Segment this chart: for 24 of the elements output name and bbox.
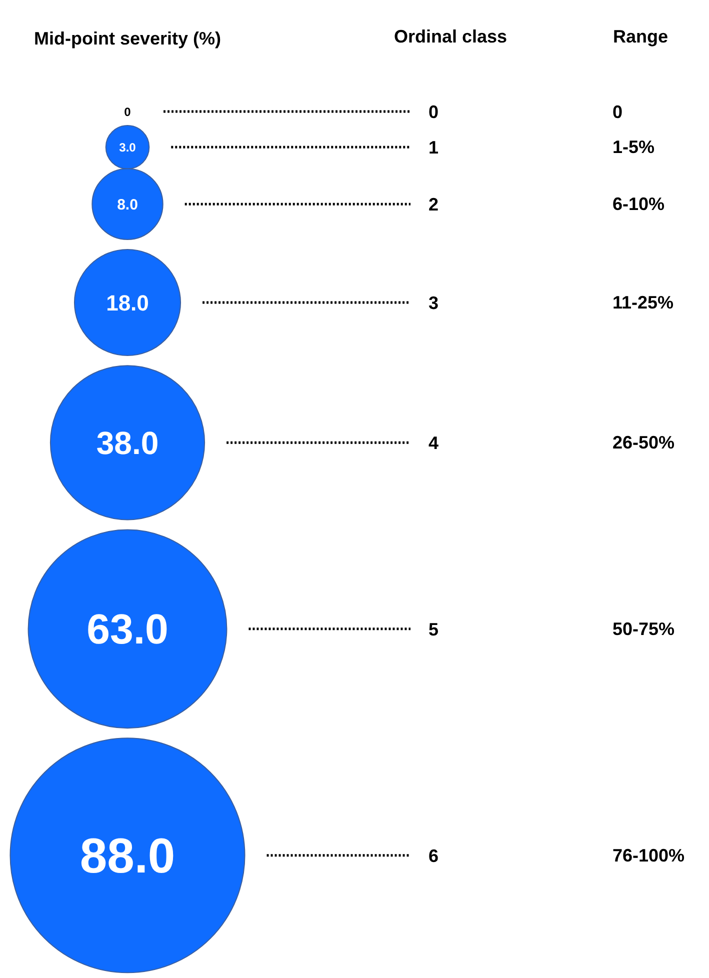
text: 26-50% — [612, 432, 675, 453]
category-label: 4 — [428, 433, 439, 454]
data-label: 3.0 — [119, 140, 136, 155]
data-label: 18.0 — [106, 290, 149, 316]
category-label: 0 — [612, 102, 623, 122]
text: Range — [612, 26, 668, 46]
text: Mid-point severity (%) — [34, 28, 222, 48]
text: 76-100% — [612, 845, 685, 866]
text: Ordinal class — [394, 26, 508, 46]
category-label: 5 — [428, 619, 439, 640]
category-label: 6 — [428, 846, 439, 866]
data-label: 88.0 — [80, 829, 176, 884]
data-label: 0 — [124, 105, 132, 119]
category-label: 2 — [428, 194, 439, 215]
text: 1-5% — [612, 137, 655, 158]
data-label: 63.0 — [86, 605, 168, 652]
text: 50-75% — [612, 618, 675, 639]
category-label: 3 — [428, 293, 439, 314]
text: 6-10% — [612, 194, 665, 214]
text: 11-25% — [612, 292, 674, 313]
data-label: 38.0 — [96, 425, 159, 462]
category-label: 1 — [428, 138, 439, 158]
data-label: 8.0 — [117, 196, 138, 214]
text: 0 — [428, 102, 439, 122]
